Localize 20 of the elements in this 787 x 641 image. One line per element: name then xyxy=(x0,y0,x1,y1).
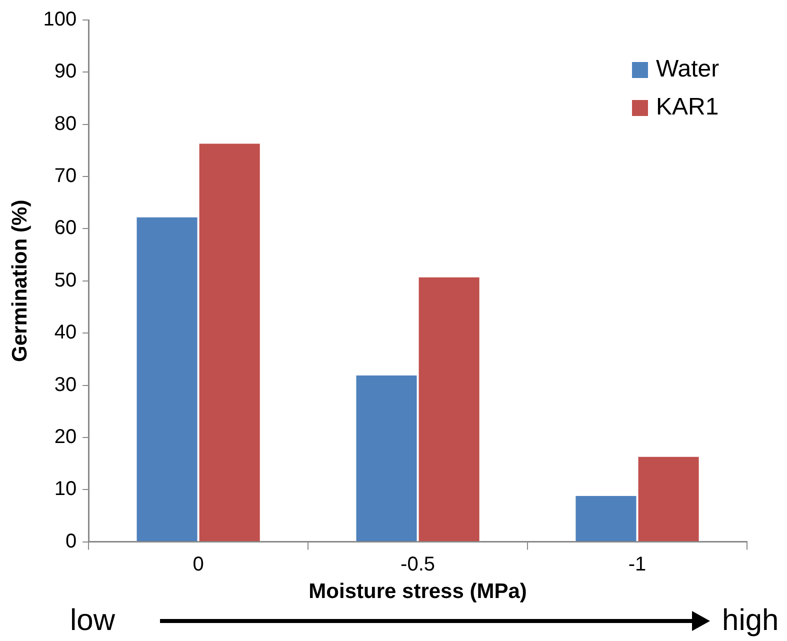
y-tick-label: 60 xyxy=(54,217,77,240)
legend-label: KAR1 xyxy=(656,94,719,121)
y-tick-label: 90 xyxy=(54,60,77,83)
text: low xyxy=(70,604,116,638)
x-tick-label: -1 xyxy=(628,553,646,576)
y-tick-label: 70 xyxy=(54,165,77,188)
y-tick-label: 100 xyxy=(43,8,77,31)
y-tick-label: 80 xyxy=(54,112,77,135)
y-tick-label: 20 xyxy=(54,426,77,448)
y-tick-label: 40 xyxy=(54,322,77,344)
text: high xyxy=(722,604,779,638)
x-tick-label: 0 xyxy=(192,553,204,576)
y-tick-label: 10 xyxy=(54,478,77,500)
y-tick-label: 0 xyxy=(65,530,77,552)
x-tick-label: -0.5 xyxy=(400,553,436,576)
x-axis-title: Moisture stress (MPa) xyxy=(308,580,527,604)
y-tick-label: 50 xyxy=(54,269,77,292)
y-axis-title: Germination (%) xyxy=(8,200,32,362)
legend-label: Water xyxy=(656,56,720,83)
y-tick-label: 30 xyxy=(54,374,77,396)
